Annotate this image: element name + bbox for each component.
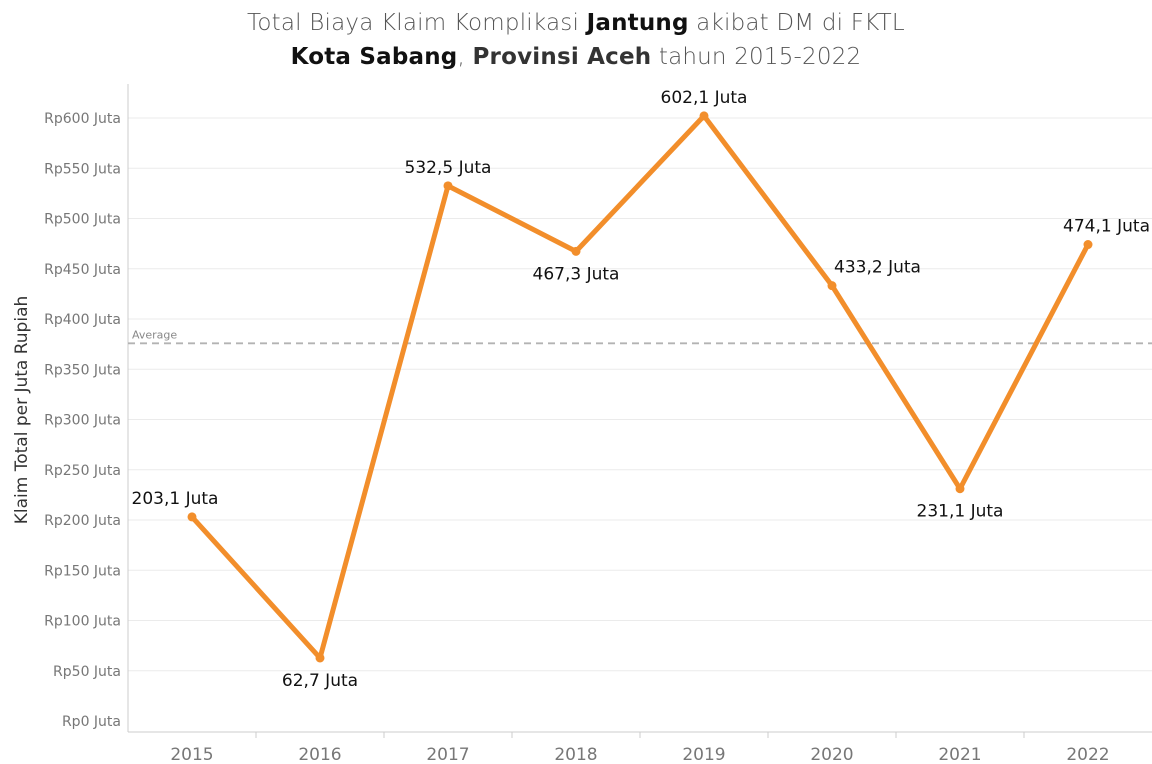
data-label: 467,3 Juta xyxy=(533,264,620,284)
y-tick-label: Rp50 Juta xyxy=(53,664,121,680)
y-tick-label: Rp200 Juta xyxy=(44,513,121,529)
title-text: Total Biaya Klaim Komplikasi xyxy=(247,10,587,36)
average-reference-label: Average xyxy=(132,328,177,341)
data-label: 433,2 Juta xyxy=(834,258,921,278)
data-label: 203,1 Juta xyxy=(132,489,219,509)
title-highlight-province: Provinsi Aceh xyxy=(472,44,652,70)
data-label: 532,5 Juta xyxy=(405,158,492,178)
y-tick-label: Rp0 Juta xyxy=(62,714,121,730)
data-point xyxy=(955,484,965,494)
y-tick-label: Rp250 Juta xyxy=(44,463,121,479)
data-point xyxy=(443,181,453,191)
x-tick-label: 2020 xyxy=(810,745,853,764)
title-highlight-disease: Jantung xyxy=(586,10,689,36)
series-line xyxy=(189,113,1091,661)
data-label: 231,1 Juta xyxy=(917,502,1004,522)
y-axis-title: Klaim Total per Juta Rupiah xyxy=(12,296,32,525)
x-tick-label: 2016 xyxy=(298,745,341,764)
y-tick-label: Rp300 Juta xyxy=(44,413,121,429)
y-tick-label: Rp450 Juta xyxy=(44,262,121,278)
x-tick-label: 2015 xyxy=(170,745,213,764)
y-tick-label: Rp400 Juta xyxy=(44,312,121,328)
x-tick-label: 2018 xyxy=(554,745,597,764)
y-tick-label: Rp100 Juta xyxy=(44,614,121,630)
chart-title-line-1: Total Biaya Klaim Komplikasi Jantung aki… xyxy=(0,10,1152,36)
title-text: tahun 2015-2022 xyxy=(651,44,862,70)
data-point xyxy=(315,653,325,663)
data-label: 602,1 Juta xyxy=(661,88,748,108)
y-tick-label: Rp150 Juta xyxy=(44,563,121,579)
data-label: 474,1 Juta xyxy=(1063,217,1150,237)
data-point xyxy=(699,111,709,121)
y-tick-label: Rp550 Juta xyxy=(44,161,121,177)
data-point xyxy=(1083,240,1093,250)
data-label: 62,7 Juta xyxy=(282,671,358,691)
y-tick-label: Rp600 Juta xyxy=(44,111,121,127)
x-tick-label: 2017 xyxy=(426,745,469,764)
x-tick-label: 2021 xyxy=(938,745,981,764)
y-tick-label: Rp500 Juta xyxy=(44,212,121,228)
data-point xyxy=(187,512,197,522)
title-text: akibat DM di FKTL xyxy=(688,10,905,36)
title-separator: , xyxy=(457,44,473,70)
x-tick-label: 2019 xyxy=(682,745,725,764)
x-tick-label: 2022 xyxy=(1066,745,1109,764)
y-tick-label: Rp350 Juta xyxy=(44,362,121,378)
title-highlight-city: Kota Sabang xyxy=(290,44,458,70)
data-point xyxy=(571,246,581,256)
chart-title-line-2: Kota Sabang, Provinsi Aceh tahun 2015-20… xyxy=(0,44,1152,70)
data-point xyxy=(827,281,837,291)
